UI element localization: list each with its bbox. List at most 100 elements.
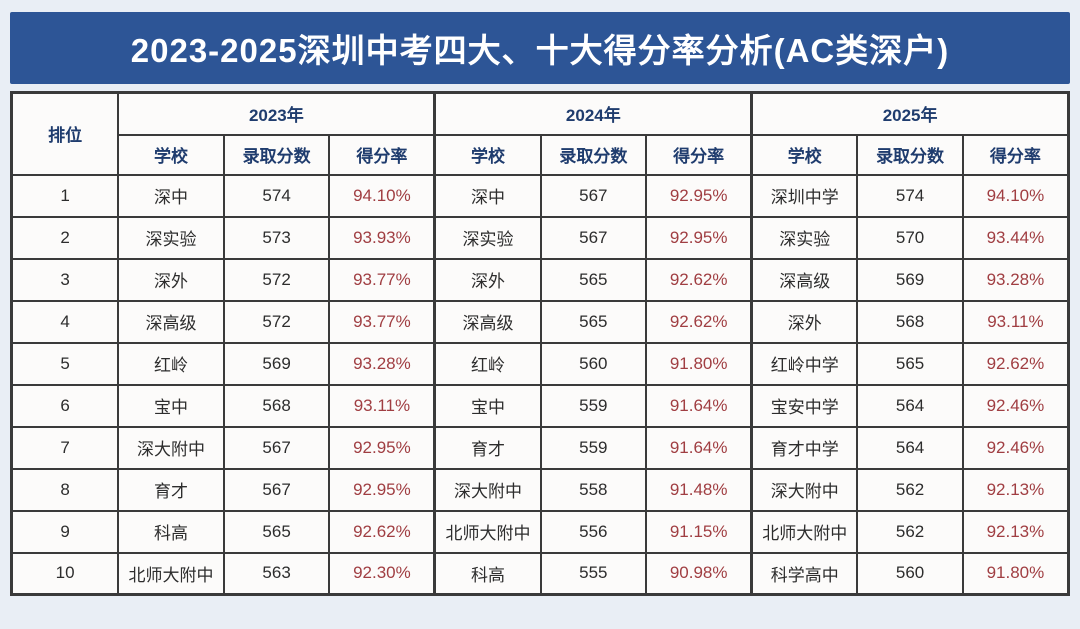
score-cell: 568: [856, 299, 964, 344]
year-header-2023: 2023年: [117, 91, 436, 136]
table-row: 8 育才 567 92.95% 深大附中 558 91.48% 深大附中 562 92.13%: [10, 467, 1070, 512]
school-cell: 宝安中学: [750, 383, 859, 428]
rank-cell: 9: [10, 509, 120, 554]
rate-cell: 92.95%: [645, 173, 753, 218]
column-header-school: 学校: [433, 133, 542, 176]
rank-cell: 2: [10, 215, 120, 260]
rate-cell: 92.46%: [961, 425, 1070, 470]
column-header-school: 学校: [750, 133, 859, 176]
subheader-row: 学校 录取分数 得分率 学校 录取分数 得分率 学校 录取分数 得分率: [12, 133, 1070, 176]
score-cell: 567: [539, 173, 648, 218]
score-cell: 555: [539, 551, 648, 596]
rate-cell: 92.62%: [328, 509, 436, 554]
score-cell: 559: [539, 383, 648, 428]
column-header-rate: 得分率: [328, 133, 436, 176]
year-header-2025: 2025年: [750, 91, 1070, 136]
column-header-rate: 得分率: [961, 133, 1070, 176]
school-cell: 深外: [433, 257, 542, 302]
rate-cell: 93.44%: [961, 215, 1070, 260]
score-cell: 570: [856, 215, 964, 260]
column-header-rank: 排位: [10, 91, 120, 176]
column-header-score: 录取分数: [222, 133, 331, 176]
rank-cell: 4: [10, 299, 120, 344]
rate-cell: 93.11%: [961, 299, 1070, 344]
score-cell: 559: [539, 425, 648, 470]
score-cell: 562: [856, 509, 964, 554]
school-cell: 深外: [117, 257, 225, 302]
rate-cell: 92.46%: [961, 383, 1070, 428]
rank-cell: 1: [10, 173, 120, 218]
score-cell: 569: [222, 341, 331, 386]
school-cell: 深高级: [750, 257, 859, 302]
rate-cell: 92.95%: [645, 215, 753, 260]
score-cell: 574: [222, 173, 331, 218]
school-cell: 深高级: [433, 299, 542, 344]
rate-cell: 93.11%: [328, 383, 436, 428]
score-cell: 568: [222, 383, 331, 428]
score-cell: 564: [856, 425, 964, 470]
score-cell: 560: [856, 551, 964, 596]
school-cell: 深实验: [117, 215, 225, 260]
score-cell: 562: [856, 467, 964, 512]
table-row: 7 深大附中 567 92.95% 育才 559 91.64% 育才中学 564 92.46%: [10, 425, 1070, 470]
rate-cell: 90.98%: [645, 551, 753, 596]
rate-cell: 93.28%: [328, 341, 436, 386]
score-cell: 569: [856, 257, 964, 302]
rate-cell: 92.62%: [645, 299, 753, 344]
school-cell: 科学高中: [750, 551, 859, 596]
score-cell: 558: [539, 467, 648, 512]
page-title: 2023-2025深圳中考四大、十大得分率分析(AC类深户): [10, 12, 1070, 84]
rate-cell: 92.30%: [328, 551, 436, 596]
year-header-2024: 2024年: [433, 91, 753, 136]
school-cell: 北师大附中: [117, 551, 225, 596]
school-cell: 红岭: [117, 341, 225, 386]
score-cell: 565: [539, 299, 648, 344]
rank-cell: 8: [10, 467, 120, 512]
column-header-school: 学校: [117, 133, 225, 176]
score-cell: 560: [539, 341, 648, 386]
school-cell: 深中: [117, 173, 225, 218]
rank-cell: 7: [10, 425, 120, 470]
school-cell: 深实验: [750, 215, 859, 260]
rank-cell: 6: [10, 383, 120, 428]
rate-cell: 91.64%: [645, 383, 753, 428]
school-cell: 深高级: [117, 299, 225, 344]
rate-cell: 91.48%: [645, 467, 753, 512]
school-cell: 深实验: [433, 215, 542, 260]
rate-cell: 92.95%: [328, 425, 436, 470]
table-row: 3 深外 572 93.77% 深外 565 92.62% 深高级 569 93.28%: [10, 257, 1070, 302]
school-cell: 北师大附中: [750, 509, 859, 554]
year-header-row: 排位 2023年 2024年 2025年: [10, 91, 1070, 176]
score-cell: 567: [222, 467, 331, 512]
table-row: 1 深中 574 94.10% 深中 567 92.95% 深圳中学 574 94.10%: [10, 173, 1070, 218]
score-cell: 556: [539, 509, 648, 554]
rate-cell: 92.13%: [961, 467, 1070, 512]
rate-cell: 92.62%: [961, 341, 1070, 386]
school-cell: 科高: [433, 551, 542, 596]
school-cell: 深圳中学: [750, 173, 859, 218]
column-header-score: 录取分数: [856, 133, 964, 176]
score-cell: 572: [222, 257, 331, 302]
school-cell: 红岭中学: [750, 341, 859, 386]
table-header: 排位 2023年 2024年 2025年 学校 录取分数 得分率 学校 录取分数 得分率学…: [10, 91, 1070, 176]
score-cell: 565: [856, 341, 964, 386]
score-cell: 565: [222, 509, 331, 554]
score-cell: 565: [539, 257, 648, 302]
school-cell: 育才中学: [750, 425, 859, 470]
rate-cell: 91.15%: [645, 509, 753, 554]
school-cell: 北师大附中: [433, 509, 542, 554]
rate-cell: 93.28%: [961, 257, 1070, 302]
school-cell: 科高: [117, 509, 225, 554]
score-cell: 574: [856, 173, 964, 218]
table-row: 4 深高级 572 93.77% 深高级 565 92.62% 深外 568 93.11%: [10, 299, 1070, 344]
table-row: 2 深实验 573 93.93% 深实验 567 92.95% 深实验 570 93.44%: [10, 215, 1070, 260]
school-cell: 育才: [433, 425, 542, 470]
school-cell: 宝中: [117, 383, 225, 428]
rate-cell: 94.10%: [961, 173, 1070, 218]
school-cell: 育才: [117, 467, 225, 512]
rate-cell: 91.80%: [645, 341, 753, 386]
school-cell: 深大附中: [750, 467, 859, 512]
rate-cell: 92.95%: [328, 467, 436, 512]
score-cell: 572: [222, 299, 331, 344]
table-row: 6 宝中 568 93.11% 宝中 559 91.64% 宝安中学 564 92.46%: [10, 383, 1070, 428]
